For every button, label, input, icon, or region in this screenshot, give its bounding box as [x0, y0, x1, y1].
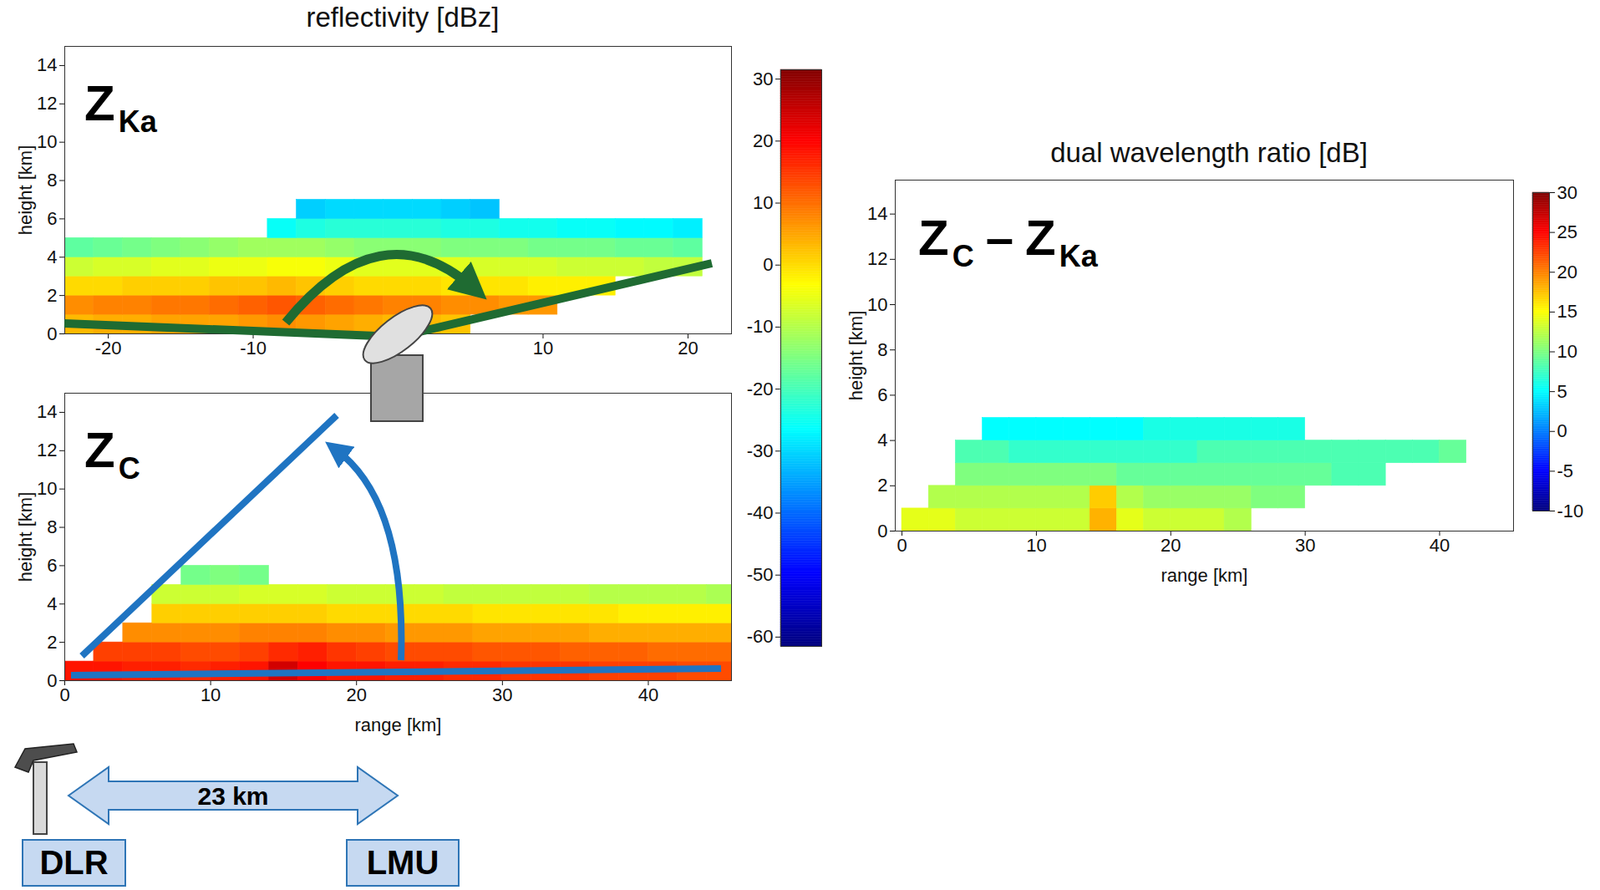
svg-text:ZC–ZKa: ZC–ZKa: [918, 209, 1099, 274]
svg-text:-60: -60: [746, 625, 774, 647]
svg-text:4: 4: [46, 593, 57, 615]
svg-text:30: 30: [1557, 182, 1578, 204]
svg-text:10: 10: [1557, 340, 1578, 362]
svg-text:4: 4: [877, 429, 888, 451]
svg-text:10: 10: [200, 684, 221, 706]
svg-text:30: 30: [1295, 534, 1316, 556]
svg-text:0: 0: [46, 323, 57, 345]
svg-text:30: 30: [492, 684, 513, 706]
svg-text:ZKa: ZKa: [84, 75, 158, 139]
svg-text:height [km]: height [km]: [845, 310, 867, 402]
svg-text:40: 40: [1429, 534, 1450, 556]
svg-text:range [km]: range [km]: [355, 714, 442, 736]
svg-text:DLR: DLR: [39, 843, 108, 881]
svg-text:12: 12: [36, 92, 57, 114]
svg-text:-20: -20: [95, 337, 122, 359]
svg-text:2: 2: [877, 474, 888, 496]
svg-text:20: 20: [752, 130, 773, 152]
svg-text:20: 20: [1160, 534, 1181, 556]
svg-text:6: 6: [877, 384, 888, 406]
svg-text:-30: -30: [746, 440, 774, 462]
svg-text:-10: -10: [746, 315, 774, 337]
svg-text:20: 20: [345, 684, 366, 706]
svg-text:-40: -40: [746, 502, 774, 524]
svg-text:-5: -5: [1557, 460, 1575, 482]
svg-text:-10: -10: [1557, 500, 1585, 522]
svg-text:-10: -10: [239, 337, 267, 359]
svg-text:6: 6: [46, 208, 57, 229]
svg-text:height [km]: height [km]: [15, 492, 36, 583]
svg-text:-50: -50: [746, 563, 774, 585]
svg-text:0: 0: [896, 534, 907, 556]
svg-text:0: 0: [762, 253, 773, 275]
svg-text:14: 14: [36, 54, 57, 76]
svg-text:2: 2: [46, 631, 57, 653]
svg-text:14: 14: [867, 203, 888, 224]
svg-text:10: 10: [752, 192, 773, 214]
svg-text:10: 10: [1026, 534, 1047, 556]
svg-text:5: 5: [1557, 380, 1568, 402]
svg-text:30: 30: [752, 68, 773, 90]
svg-text:25: 25: [1557, 221, 1578, 243]
svg-text:0: 0: [877, 520, 888, 542]
svg-text:20: 20: [1557, 261, 1578, 283]
svg-text:height [km]: height [km]: [15, 145, 36, 236]
html-text:dual wavelength ratio [dB]: dual wavelength ratio [dB]: [1050, 137, 1368, 168]
svg-text:14: 14: [36, 401, 57, 422]
svg-text:-20: -20: [746, 378, 774, 400]
html-text:reflectivity [dBz]: reflectivity [dBz]: [306, 1, 500, 33]
svg-text:6: 6: [46, 554, 57, 576]
svg-text:10: 10: [36, 477, 57, 499]
svg-text:40: 40: [638, 684, 659, 706]
svg-text:ZC: ZC: [84, 421, 141, 486]
svg-text:2: 2: [46, 284, 57, 306]
svg-text:4: 4: [46, 246, 57, 268]
svg-text:15: 15: [1557, 300, 1578, 322]
svg-text:20: 20: [677, 337, 698, 359]
svg-text:0: 0: [46, 670, 57, 691]
svg-text:10: 10: [533, 337, 554, 359]
svg-text:12: 12: [867, 248, 888, 270]
svg-text:10: 10: [867, 294, 888, 315]
svg-text:8: 8: [877, 339, 888, 361]
svg-text:10: 10: [36, 131, 57, 153]
svg-text:0: 0: [1557, 420, 1568, 442]
svg-text:range [km]: range [km]: [1161, 564, 1249, 586]
svg-text:8: 8: [46, 169, 57, 191]
svg-text:12: 12: [36, 439, 57, 461]
svg-text:23 km: 23 km: [197, 782, 269, 810]
svg-text:LMU: LMU: [366, 843, 440, 881]
svg-text:8: 8: [46, 516, 57, 538]
svg-text:0: 0: [59, 684, 70, 706]
